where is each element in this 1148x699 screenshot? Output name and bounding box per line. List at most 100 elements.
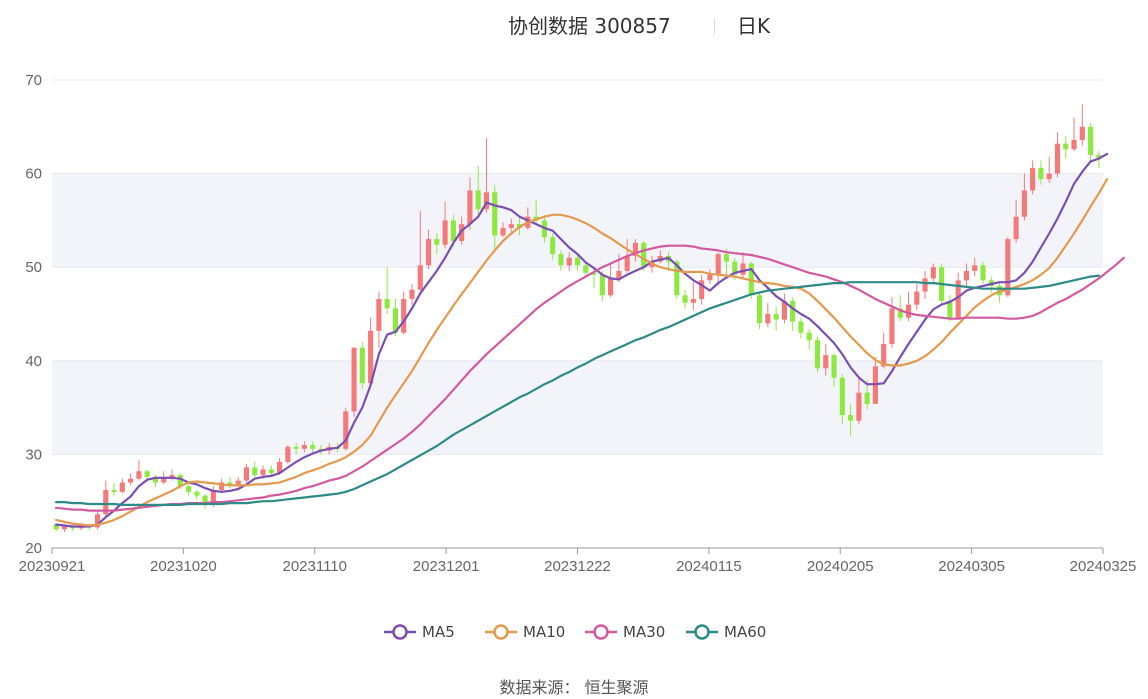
- candle-body: [1088, 126, 1094, 155]
- candle-body: [889, 308, 895, 344]
- candle-body: [806, 332, 812, 341]
- y-tick-label: 60: [25, 166, 42, 183]
- candle-body: [442, 220, 448, 245]
- candle-body: [930, 267, 936, 279]
- series-line-ma5: [54, 152, 1109, 528]
- candle-body: [268, 469, 274, 474]
- series-line-ma60: [54, 274, 1101, 506]
- candle-body: [508, 224, 514, 228]
- candle-body: [1079, 126, 1085, 140]
- candle-body: [1054, 143, 1061, 174]
- x-tick-label: 20230921: [19, 558, 86, 575]
- candle-body: [351, 347, 357, 412]
- candle-body: [492, 192, 498, 236]
- candle-body: [483, 192, 490, 210]
- candle-body: [94, 514, 101, 528]
- candle-body: [475, 190, 481, 210]
- candle-body: [550, 237, 556, 255]
- chart-period-label: 日K: [737, 14, 771, 38]
- candle-body: [831, 355, 837, 378]
- candle-body: [417, 265, 423, 290]
- candle-body: [583, 265, 589, 273]
- candle-body: [715, 254, 721, 275]
- candle-body: [434, 239, 440, 245]
- candle-body: [243, 467, 250, 481]
- y-tick-label: 20: [25, 540, 42, 557]
- candle-body: [1013, 216, 1019, 240]
- candle-body: [450, 220, 456, 241]
- legend-ma10-icon: [485, 624, 517, 640]
- candle-body: [980, 265, 986, 281]
- candle-body: [674, 261, 680, 296]
- candle-body: [235, 480, 241, 485]
- chart-legend: MA5 MA10 MA30 MA60: [0, 620, 1148, 644]
- x-tick-label: 20240205: [807, 558, 874, 575]
- candle-body: [1096, 154, 1102, 159]
- x-tick-label: 20231222: [544, 558, 611, 575]
- candle-body: [814, 340, 821, 369]
- candle-body: [922, 278, 928, 292]
- candle-body: [1071, 139, 1077, 150]
- candle-body: [1046, 173, 1052, 180]
- data-source: 数据来源： 恒生聚源: [499, 678, 649, 697]
- candle-body: [376, 299, 382, 331]
- candle-body: [500, 227, 506, 236]
- candle-body: [864, 392, 870, 404]
- candle-body: [61, 526, 67, 530]
- y-tick-label: 30: [25, 446, 42, 463]
- candle-body: [210, 489, 216, 505]
- legend-ma10-label: MA10: [523, 623, 566, 641]
- candle-body: [972, 265, 978, 271]
- candle-body: [732, 261, 738, 275]
- candle-body: [409, 289, 415, 300]
- x-tick-label: 20240325: [1070, 558, 1137, 575]
- candle-body: [219, 482, 225, 490]
- candle-body: [103, 489, 109, 515]
- candle-body: [169, 474, 175, 478]
- legend-item-ma10[interactable]: MA10: [485, 620, 565, 644]
- title-divider: [714, 18, 715, 34]
- candle-body: [467, 190, 473, 225]
- candle-body: [185, 486, 192, 492]
- candle-body: [202, 495, 208, 505]
- candle-body: [128, 478, 134, 483]
- candle-body: [119, 482, 125, 492]
- candle-body: [252, 467, 258, 475]
- candle-body: [682, 295, 688, 303]
- candle-body: [401, 299, 407, 333]
- x-tick-label: 20231020: [150, 558, 217, 575]
- candle-body: [897, 308, 903, 318]
- candle-body: [227, 482, 233, 485]
- candle-body: [765, 314, 771, 324]
- candle-body: [161, 477, 167, 483]
- candle-body: [293, 446, 299, 449]
- candle-body: [301, 445, 307, 449]
- legend-item-ma30[interactable]: MA30: [585, 620, 665, 644]
- candle-body: [359, 347, 365, 384]
- candle-body: [144, 471, 150, 477]
- candle-body: [1021, 190, 1027, 217]
- legend-item-ma5[interactable]: MA5: [384, 620, 455, 644]
- legend-ma60-label: MA60: [724, 623, 767, 641]
- candle-body: [616, 270, 622, 279]
- candle-body: [194, 491, 200, 496]
- candle-body: [740, 263, 746, 275]
- candle-body: [392, 308, 399, 333]
- series-line-ma10: [54, 178, 1109, 527]
- candle-body: [1038, 167, 1044, 180]
- candle-body: [343, 411, 349, 449]
- candle-body: [723, 254, 730, 262]
- candle-body: [425, 239, 432, 266]
- candle-body: [798, 321, 804, 333]
- candle-body: [881, 343, 887, 367]
- candle-body: [963, 270, 970, 281]
- legend-ma60-icon: [686, 624, 718, 640]
- legend-item-ma60[interactable]: MA60: [686, 620, 766, 644]
- candle-body: [177, 474, 183, 487]
- candle-body: [277, 461, 283, 474]
- candle-body: [624, 255, 630, 271]
- x-tick-label: 20231201: [413, 558, 480, 575]
- candle-body: [136, 471, 142, 479]
- y-tick-label: 40: [25, 353, 42, 370]
- candle-body: [699, 280, 705, 300]
